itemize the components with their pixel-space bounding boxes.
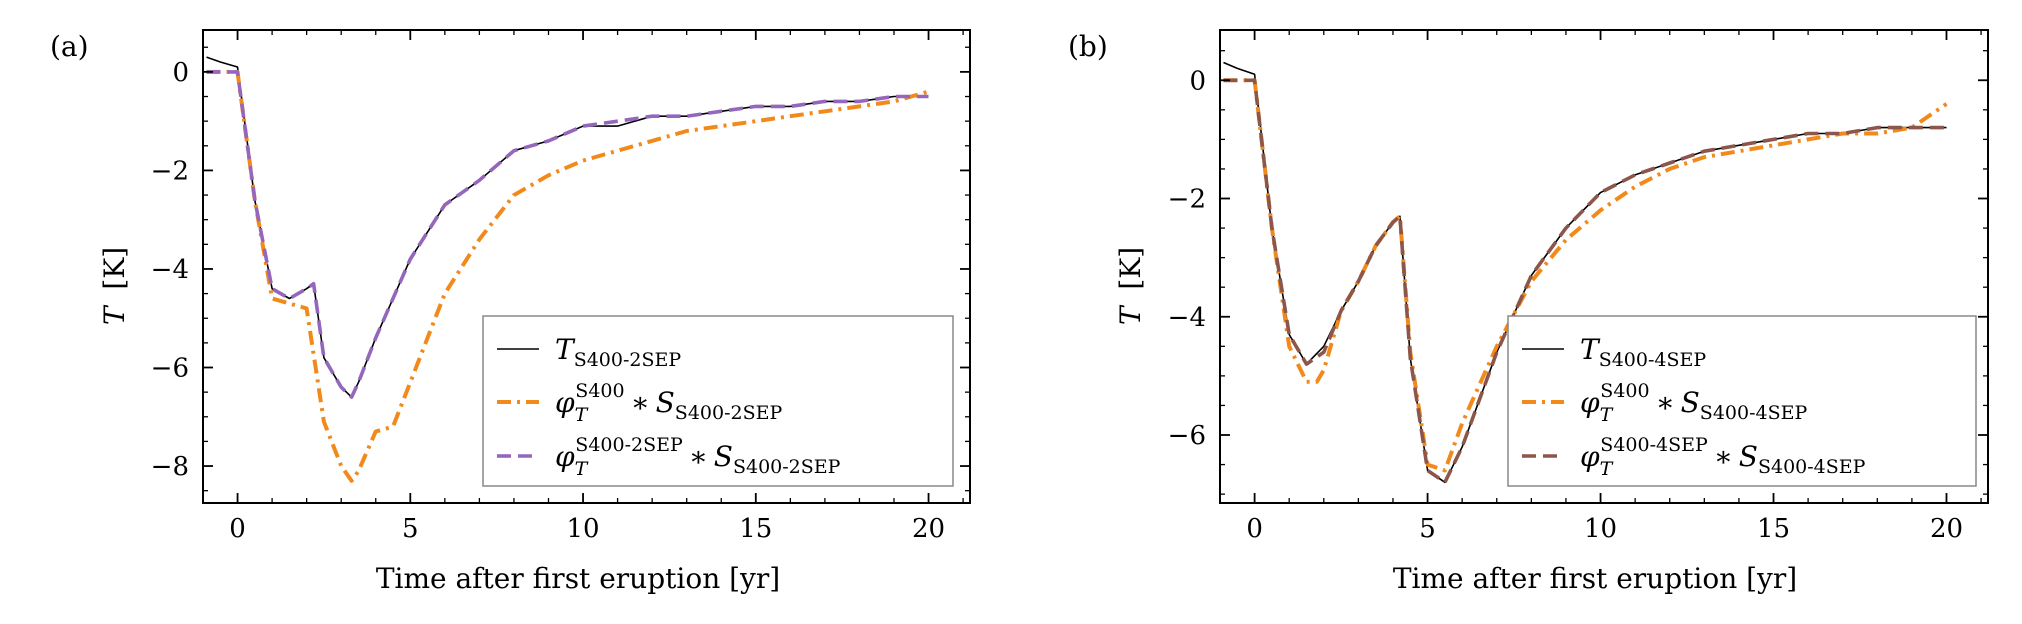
series-line-b-2 bbox=[1223, 78, 1947, 485]
legend-sub2: S400-4SEP bbox=[1700, 402, 1808, 424]
x-tick-label-a: 5 bbox=[402, 514, 419, 544]
panel-a: (a) Time after first eruption [yr] T [K]… bbox=[50, 29, 971, 595]
legend-entry-b-2: φTS400-4SEP ∗ SS400-4SEP bbox=[1580, 434, 1866, 480]
legend-sub: T bbox=[1600, 458, 1614, 480]
x-tick-label-a: 20 bbox=[912, 514, 945, 544]
panel-tag-b: (b) bbox=[1068, 30, 1108, 63]
y-tick-label-b: −4 bbox=[1168, 303, 1206, 333]
x-tick-label-b: 20 bbox=[1930, 514, 1963, 544]
plot-frame-a bbox=[202, 29, 971, 504]
legend-sub2: S400-2SEP bbox=[733, 456, 841, 478]
y-axis-label-b: T [K] bbox=[1114, 247, 1147, 325]
y-tick-label-a: −8 bbox=[151, 452, 189, 482]
series-line-a-2 bbox=[206, 70, 929, 399]
y-axis-unit-b: [K] bbox=[1114, 247, 1147, 290]
legend-main: T bbox=[1580, 333, 1601, 366]
panel-tag-a: (a) bbox=[50, 30, 89, 63]
legend-entry-b-0: TS400-4SEP bbox=[1580, 333, 1706, 371]
legend-sup: S400 bbox=[1600, 380, 1649, 402]
legend-s: S bbox=[1681, 386, 1700, 419]
y-axis-var-b: T bbox=[1114, 304, 1147, 325]
legend-entry-a-1: φTS400 ∗ SS400-2SEP bbox=[555, 380, 782, 426]
legend-op: ∗ bbox=[689, 440, 708, 473]
legend-box-b bbox=[1507, 315, 1977, 487]
legend-box-a bbox=[482, 315, 954, 487]
legend-sub2: S400-2SEP bbox=[675, 402, 783, 424]
panel-b: (b) Time after first eruption [yr] T [K]… bbox=[1068, 29, 1989, 595]
y-tick-label-b: −2 bbox=[1168, 185, 1206, 215]
plot-frame-b bbox=[1219, 29, 1989, 504]
series-line-a-1 bbox=[206, 69, 930, 483]
y-axis-label-a: T [K] bbox=[98, 247, 131, 325]
legend-op: ∗ bbox=[1656, 386, 1675, 419]
x-tick-label-b: 15 bbox=[1757, 514, 1790, 544]
x-axis-label-b: Time after first eruption [yr] bbox=[1393, 562, 1797, 595]
x-tick-label-a: 15 bbox=[739, 514, 772, 544]
y-axis-var-a: T bbox=[98, 304, 131, 325]
legend-main: T bbox=[555, 333, 576, 366]
legend-main: φ bbox=[555, 440, 575, 473]
legend-sub: S400-2SEP bbox=[574, 349, 682, 371]
legend-sub: T bbox=[575, 458, 589, 480]
legend-entry-a-2: φTS400-2SEP ∗ SS400-2SEP bbox=[555, 434, 841, 480]
legend-entry-a-0: TS400-2SEP bbox=[555, 333, 681, 371]
x-tick-label-b: 10 bbox=[1584, 514, 1617, 544]
x-tick-label-b: 5 bbox=[1419, 514, 1436, 544]
y-tick-label-b: −6 bbox=[1168, 421, 1206, 451]
legend-main: φ bbox=[1580, 440, 1600, 473]
x-tick-label-a: 0 bbox=[229, 514, 246, 544]
x-axis-label-a: Time after first eruption [yr] bbox=[376, 562, 780, 595]
legend-op: ∗ bbox=[1714, 440, 1733, 473]
legend-sub: T bbox=[575, 404, 589, 426]
y-tick-label-a: −4 bbox=[151, 255, 189, 285]
y-tick-label-a: −2 bbox=[151, 156, 189, 186]
legend-entry-b-1: φTS400 ∗ SS400-4SEP bbox=[1580, 380, 1807, 426]
legend-sup: S400 bbox=[575, 380, 624, 402]
legend-sub2: S400-4SEP bbox=[1758, 456, 1866, 478]
legend-s: S bbox=[656, 386, 675, 419]
legend-main: φ bbox=[1580, 386, 1600, 419]
legend-sup: S400-2SEP bbox=[575, 434, 683, 456]
legend-op: ∗ bbox=[631, 386, 650, 419]
y-axis-unit-a: [K] bbox=[98, 247, 131, 290]
legend-sup: S400-4SEP bbox=[1600, 434, 1708, 456]
legend-main: φ bbox=[555, 386, 575, 419]
legend-sub: S400-4SEP bbox=[1599, 349, 1707, 371]
x-tick-label-a: 10 bbox=[566, 514, 599, 544]
y-tick-label-a: 0 bbox=[172, 58, 189, 88]
y-tick-label-b: 0 bbox=[1189, 66, 1206, 96]
y-tick-label-a: −6 bbox=[151, 354, 189, 384]
legend-sub: T bbox=[1600, 404, 1614, 426]
legend-s: S bbox=[1739, 440, 1758, 473]
legend-s: S bbox=[714, 440, 733, 473]
series-line-b-1 bbox=[1223, 78, 1948, 473]
x-tick-label-b: 0 bbox=[1246, 514, 1263, 544]
